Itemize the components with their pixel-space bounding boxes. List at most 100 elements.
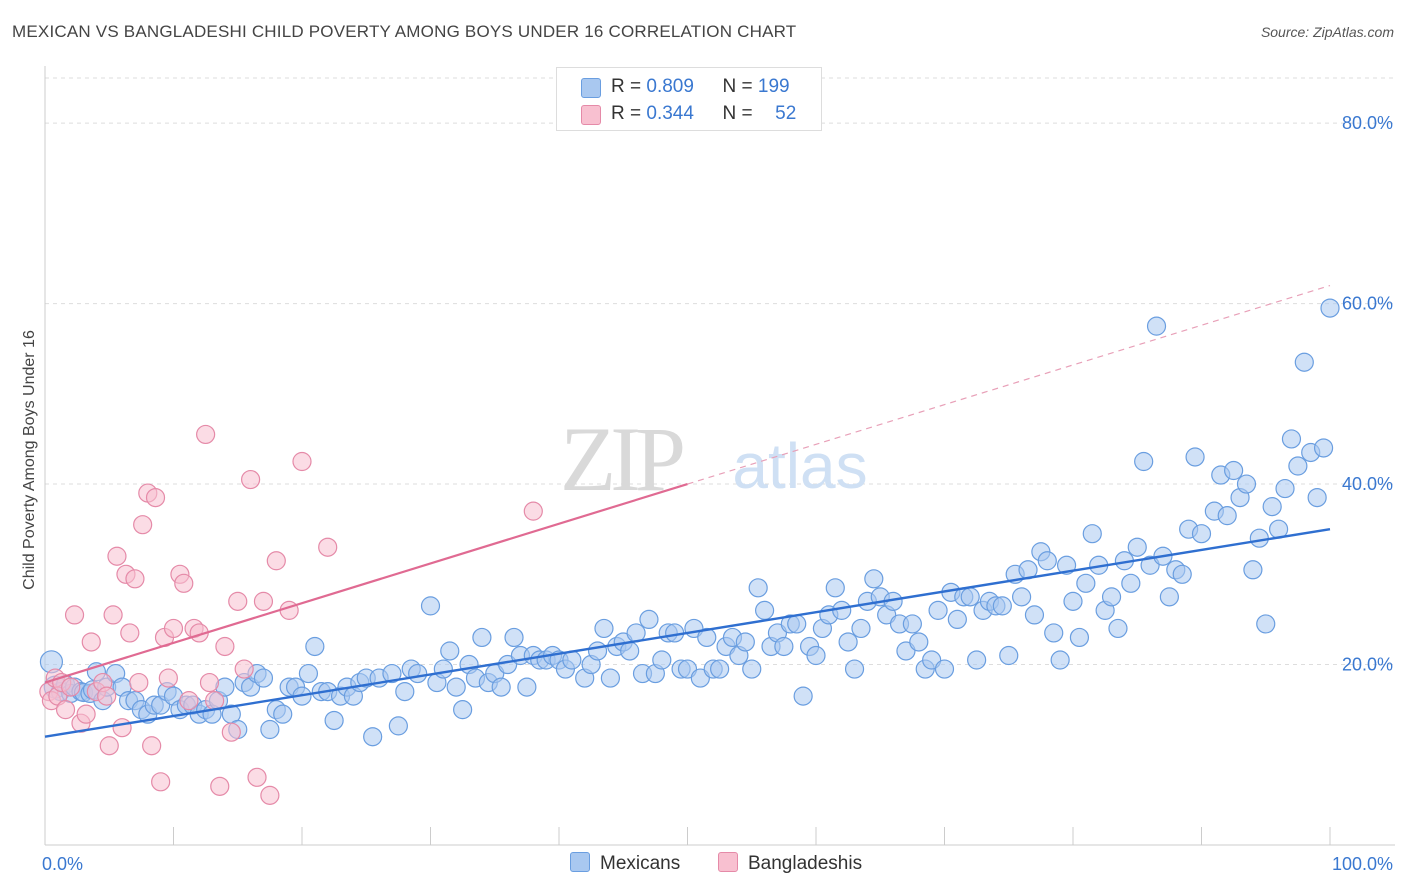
point-bangladeshis xyxy=(103,605,123,625)
point-bangladeshis xyxy=(174,573,194,593)
y-tick-label: 40.0% xyxy=(1342,474,1393,494)
point-mexicans xyxy=(748,578,768,598)
point-mexicans xyxy=(652,650,672,670)
legend-n-label: N = xyxy=(722,103,753,124)
point-mexicans xyxy=(1146,316,1167,336)
point-mexicans xyxy=(851,618,871,639)
point-bangladeshis xyxy=(125,569,145,589)
point-bangladeshis xyxy=(179,691,199,711)
point-mexicans xyxy=(1044,623,1064,643)
point-mexicans xyxy=(420,596,441,616)
point-mexicans xyxy=(902,614,922,634)
point-mexicans xyxy=(947,609,967,630)
point-bangladeshis xyxy=(221,722,241,742)
legend-box: R = 0.809 N = 199 R = 0.344 N = 52 xyxy=(556,67,822,131)
point-bangladeshis xyxy=(318,537,338,557)
point-mexicans xyxy=(273,704,293,724)
point-mexicans xyxy=(992,596,1012,616)
point-mexicans xyxy=(1275,478,1295,499)
point-mexicans xyxy=(639,609,659,630)
point-bangladeshis xyxy=(260,785,280,805)
point-mexicans xyxy=(967,650,987,670)
bottom-legend-swatch-mexicans xyxy=(570,852,590,872)
trend-lines xyxy=(44,284,1331,738)
x-tick-label: 100.0% xyxy=(1332,854,1393,874)
point-mexicans xyxy=(1108,618,1128,639)
point-bangladeshis xyxy=(55,700,76,720)
point-mexicans xyxy=(934,659,955,679)
grid-lines xyxy=(45,77,1395,666)
point-bangladeshis xyxy=(163,618,184,639)
point-mexicans xyxy=(305,636,325,657)
point-mexicans xyxy=(1224,460,1244,481)
point-mexicans xyxy=(1121,573,1141,593)
point-mexicans xyxy=(1249,528,1269,548)
watermark: ZIP atlas xyxy=(560,408,868,510)
point-bangladeshis xyxy=(247,767,267,787)
point-bangladeshis xyxy=(129,672,149,693)
point-bangladeshis xyxy=(210,776,230,796)
point-mexicans xyxy=(825,578,845,598)
point-mexicans xyxy=(453,700,473,720)
watermark-atlas: atlas xyxy=(732,430,867,502)
point-mexicans xyxy=(1313,438,1334,458)
trend-line-bangladeshis xyxy=(44,483,688,684)
point-mexicans xyxy=(446,677,466,697)
point-bangladeshis xyxy=(196,424,216,445)
point-mexicans xyxy=(806,645,826,666)
point-mexicans xyxy=(1217,506,1237,526)
legend-n-value: 52 xyxy=(775,103,797,124)
point-mexicans xyxy=(928,600,948,620)
point-mexicans xyxy=(1256,614,1276,634)
chart-title: MEXICAN VS BANGLADESHI CHILD POVERTY AMO… xyxy=(12,22,797,41)
point-bangladeshis xyxy=(99,736,119,756)
point-mexicans xyxy=(697,627,717,648)
point-mexicans xyxy=(600,668,621,688)
legend-r-value: 0.809 xyxy=(646,76,694,97)
point-mexicans xyxy=(260,719,280,740)
point-mexicans xyxy=(1056,555,1077,575)
point-bangladeshis xyxy=(112,718,132,738)
point-bangladeshis xyxy=(199,672,220,693)
point-mexicans xyxy=(1185,447,1205,467)
point-mexicans xyxy=(472,627,492,648)
point-mexicans xyxy=(1243,560,1263,580)
point-mexicans xyxy=(1050,650,1070,670)
point-mexicans xyxy=(999,645,1019,666)
point-bangladeshis xyxy=(142,736,162,756)
bottom-legend-swatch-bangladeshis xyxy=(718,852,738,872)
point-mexicans xyxy=(1037,551,1057,571)
y-tick-label: 80.0% xyxy=(1342,113,1393,133)
point-mexicans xyxy=(960,587,980,607)
legend-r-label: R = xyxy=(611,76,642,97)
point-bangladeshis xyxy=(133,515,153,535)
point-mexicans xyxy=(754,600,775,620)
point-mexicans xyxy=(1063,591,1083,611)
point-mexicans xyxy=(1159,587,1179,607)
legend-r-label: R = xyxy=(611,103,642,124)
point-mexicans xyxy=(587,641,608,661)
point-mexicans xyxy=(517,677,537,697)
bottom-legend-bangladeshis: Bangladeshis xyxy=(718,852,862,875)
point-bangladeshis xyxy=(215,636,235,657)
y-tick-label: 60.0% xyxy=(1342,294,1393,314)
legend-swatch-bangladeshis xyxy=(581,105,601,125)
x-tick-labels: 0.0% 100.0% xyxy=(42,854,1393,874)
point-mexicans xyxy=(774,636,794,657)
source-note: Source: ZipAtlas.com xyxy=(1260,24,1394,40)
point-mexicans xyxy=(1069,627,1090,648)
point-bangladeshis xyxy=(97,686,117,706)
point-bangladeshis xyxy=(151,772,171,792)
point-mexicans xyxy=(388,716,408,736)
point-mexicans xyxy=(1288,456,1308,476)
point-bangladeshis xyxy=(120,623,140,643)
bottom-legend-label-bangladeshis: Bangladeshis xyxy=(748,853,863,874)
point-bangladeshis xyxy=(523,501,543,521)
point-mexicans xyxy=(742,659,762,679)
point-mexicans xyxy=(440,641,460,661)
point-mexicans xyxy=(253,668,274,688)
point-mexicans xyxy=(324,710,344,731)
trend-line-bangladeshis-extension xyxy=(687,284,1331,485)
point-bangladeshis xyxy=(228,591,248,611)
legend-n-value: 199 xyxy=(757,76,790,97)
